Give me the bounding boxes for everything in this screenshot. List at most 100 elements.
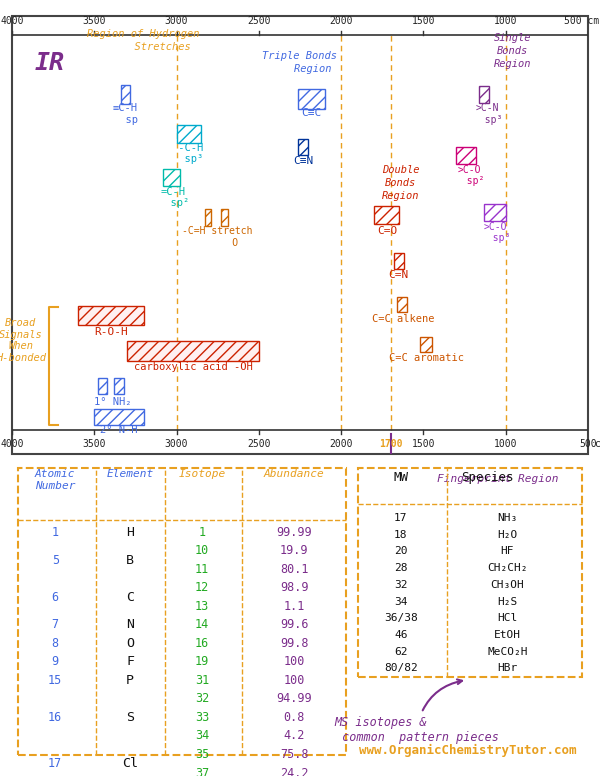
Text: S: S <box>126 711 134 724</box>
Text: Single
Bonds
Region: Single Bonds Region <box>494 33 531 70</box>
Text: 75.8: 75.8 <box>280 748 308 761</box>
Text: 1.1: 1.1 <box>284 600 305 613</box>
Text: 12: 12 <box>195 581 209 594</box>
Text: HCl: HCl <box>497 613 517 623</box>
Text: 3500: 3500 <box>83 16 106 26</box>
Text: 20: 20 <box>394 546 407 556</box>
Text: MS isotopes &
 common  pattern pieces: MS isotopes & common pattern pieces <box>335 680 499 743</box>
Text: 1: 1 <box>199 525 206 539</box>
Text: Fingerprint Region: Fingerprint Region <box>437 473 558 483</box>
Text: 34: 34 <box>195 729 209 743</box>
Text: 16: 16 <box>195 637 209 650</box>
Text: 1500: 1500 <box>412 438 435 449</box>
Text: IR: IR <box>35 50 65 74</box>
Text: C=O: C=O <box>377 226 397 236</box>
Text: 13: 13 <box>195 600 209 613</box>
Text: 35: 35 <box>195 748 209 761</box>
Bar <box>78 307 143 325</box>
Text: 94.99: 94.99 <box>277 692 312 705</box>
Bar <box>94 409 143 424</box>
Bar <box>114 378 124 394</box>
Text: HF: HF <box>500 546 514 556</box>
Text: Abundance: Abundance <box>264 469 325 480</box>
Bar <box>484 205 506 221</box>
Text: 14: 14 <box>195 618 209 632</box>
Bar <box>394 253 404 269</box>
Text: Broad
Signals
When
H-bonded: Broad Signals When H-bonded <box>0 318 46 363</box>
Text: C=C alkene: C=C alkene <box>371 314 434 324</box>
Text: 4.2: 4.2 <box>284 729 305 743</box>
Text: 1° NH₂: 1° NH₂ <box>94 397 131 407</box>
Text: 3000: 3000 <box>165 16 188 26</box>
Text: N: N <box>126 618 134 632</box>
Text: H: H <box>126 525 134 539</box>
Bar <box>358 468 582 677</box>
Text: 500: 500 <box>579 438 597 449</box>
Bar <box>420 337 431 352</box>
Text: 2500: 2500 <box>247 438 271 449</box>
Text: C≡C: C≡C <box>301 108 322 118</box>
Text: >C-O
  sp³: >C-O sp³ <box>481 222 511 243</box>
Bar <box>163 169 180 186</box>
Text: 16: 16 <box>48 711 62 724</box>
Bar <box>397 297 407 313</box>
Text: 2° N-H: 2° N-H <box>100 425 138 435</box>
Text: 4000: 4000 <box>0 16 24 26</box>
Text: Isotope: Isotope <box>178 469 226 480</box>
Text: 99.8: 99.8 <box>280 637 308 650</box>
Text: NH₃: NH₃ <box>497 513 517 523</box>
Text: Atomic
Number: Atomic Number <box>35 469 76 490</box>
Text: 1000: 1000 <box>494 16 517 26</box>
Bar <box>221 209 227 226</box>
Text: O: O <box>126 637 134 650</box>
Text: 36/38: 36/38 <box>384 613 418 623</box>
Text: 17: 17 <box>48 757 62 771</box>
Text: 2000: 2000 <box>329 16 353 26</box>
Text: 80/82: 80/82 <box>384 663 418 674</box>
Bar <box>374 206 399 223</box>
Text: 46: 46 <box>394 630 407 640</box>
Text: >C-O
  sp²: >C-O sp² <box>455 165 484 186</box>
Bar <box>457 147 476 165</box>
Text: carboxylic acid -OH: carboxylic acid -OH <box>134 362 253 372</box>
Text: 80.1: 80.1 <box>280 563 308 576</box>
Text: F: F <box>126 656 134 668</box>
Text: 6: 6 <box>52 591 59 604</box>
Bar <box>205 209 211 226</box>
Bar <box>127 341 259 361</box>
Text: 2000: 2000 <box>329 438 353 449</box>
Text: 19: 19 <box>195 656 209 668</box>
Text: H₂S: H₂S <box>497 597 517 607</box>
Bar <box>479 86 489 102</box>
Text: 18: 18 <box>394 529 407 539</box>
Bar <box>98 378 107 394</box>
Text: 37: 37 <box>195 767 209 776</box>
Text: 17: 17 <box>394 513 407 523</box>
Text: EtOH: EtOH <box>494 630 521 640</box>
Text: =C-H
  sp²: =C-H sp² <box>158 186 189 208</box>
Text: www.OrganicChemistryTutor.com: www.OrganicChemistryTutor.com <box>359 744 577 757</box>
Text: 15: 15 <box>48 674 62 687</box>
Bar <box>121 85 130 104</box>
Text: Element: Element <box>106 469 154 480</box>
Text: 3000: 3000 <box>165 438 188 449</box>
Text: 1000: 1000 <box>494 438 517 449</box>
Text: 7: 7 <box>52 618 59 632</box>
Text: Triple Bonds
    Region: Triple Bonds Region <box>263 50 337 74</box>
Text: 0.8: 0.8 <box>284 711 305 724</box>
Text: 100: 100 <box>284 656 305 668</box>
Text: 31: 31 <box>195 674 209 687</box>
Text: 62: 62 <box>394 646 407 656</box>
Text: MeCO₂H: MeCO₂H <box>487 646 527 656</box>
Text: 34: 34 <box>394 597 407 607</box>
Text: P: P <box>126 674 134 687</box>
Text: 2500: 2500 <box>247 16 271 26</box>
Text: C=N: C=N <box>389 270 409 280</box>
Text: CH₃OH: CH₃OH <box>490 580 524 590</box>
Text: 32: 32 <box>195 692 209 705</box>
Text: R-O-H: R-O-H <box>94 327 128 337</box>
Text: C=C aromatic: C=C aromatic <box>389 353 464 363</box>
Text: 19.9: 19.9 <box>280 544 308 557</box>
Text: 11: 11 <box>195 563 209 576</box>
Text: HBr: HBr <box>497 663 517 674</box>
